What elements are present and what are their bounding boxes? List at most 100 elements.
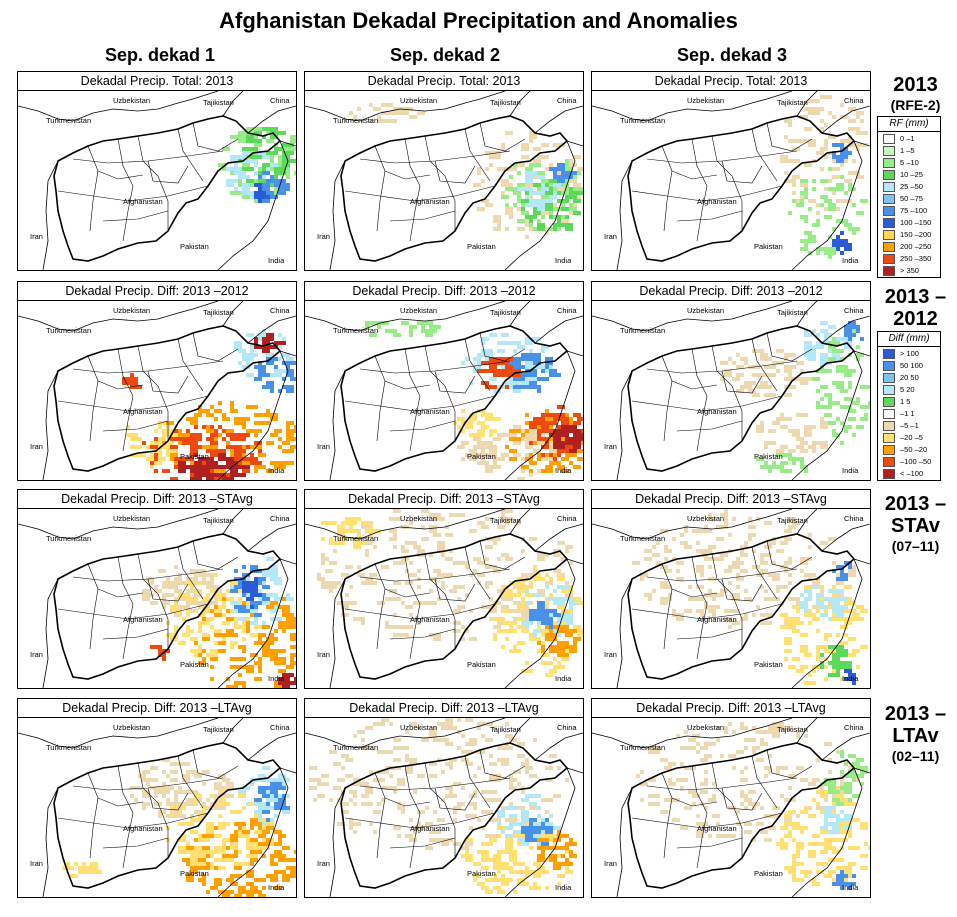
precip-cell	[210, 473, 218, 477]
precip-cell	[278, 389, 282, 393]
precip-cell	[194, 577, 198, 581]
precip-cell	[417, 621, 421, 625]
precip-cell	[242, 183, 250, 187]
precip-cell	[525, 191, 529, 195]
precip-cell	[206, 593, 210, 597]
precip-cell	[549, 199, 553, 203]
precip-cell	[529, 870, 537, 874]
precip-cell	[497, 525, 505, 529]
precip-cell	[557, 573, 561, 577]
precip-cell	[186, 605, 190, 609]
precip-cell	[453, 609, 461, 613]
precip-cell	[178, 838, 186, 842]
precip-cell	[294, 625, 296, 629]
precip-cell	[290, 657, 294, 661]
precip-cell	[545, 203, 549, 207]
precip-cell	[848, 677, 856, 681]
map-label-afghanistan: Afghanistan	[410, 407, 450, 416]
precip-cell	[824, 609, 828, 613]
precip-cell	[660, 601, 668, 605]
precip-cell	[206, 473, 210, 477]
map-label-tajikistan: Tajikistan	[490, 98, 521, 107]
precip-cell	[549, 597, 557, 601]
precip-cell	[286, 433, 294, 437]
precip-cell	[557, 621, 561, 625]
precip-cell	[238, 445, 242, 449]
precip-cell	[170, 778, 174, 782]
precip-cell	[282, 878, 290, 882]
precip-cell	[808, 673, 812, 677]
precip-cell	[333, 521, 337, 525]
precip-cell	[537, 617, 545, 621]
precip-cell	[565, 589, 569, 593]
precip-cell	[776, 585, 784, 589]
precip-cell	[557, 597, 565, 601]
precip-cell	[425, 333, 433, 337]
precip-cell	[517, 641, 525, 645]
precip-cell	[852, 569, 856, 573]
precip-cell	[238, 361, 242, 365]
precip-cell	[246, 445, 250, 449]
precip-cell	[764, 553, 772, 557]
precip-cell	[732, 593, 740, 597]
precip-cell	[784, 641, 788, 645]
precip-cell	[557, 445, 561, 449]
precip-cell	[274, 605, 278, 609]
precip-cell	[266, 806, 274, 810]
precip-cell	[389, 111, 397, 115]
precip-cell	[365, 321, 369, 325]
precip-cell	[429, 730, 437, 734]
precip-cell	[517, 870, 525, 874]
precip-cell	[533, 417, 541, 421]
precip-cell	[329, 569, 333, 573]
precip-cell	[218, 774, 226, 778]
precip-cell	[848, 107, 856, 111]
precip-cell	[557, 449, 565, 453]
precip-cell	[501, 882, 509, 886]
precip-cell	[525, 818, 529, 822]
precip-cell	[242, 433, 250, 437]
precip-cell	[266, 361, 274, 365]
map-label-india: India	[555, 256, 572, 265]
precip-cell	[557, 175, 565, 179]
precip-cell	[660, 585, 664, 589]
precip-cell	[796, 669, 804, 673]
precip-cell	[784, 353, 792, 357]
precip-cell	[134, 798, 138, 802]
province-border	[177, 755, 204, 809]
afghanistan-border	[53, 742, 282, 889]
precip-cell	[493, 886, 501, 890]
precip-cell	[262, 171, 270, 175]
precip-cell	[533, 163, 541, 167]
precip-cell	[545, 613, 549, 617]
precip-cell	[736, 573, 740, 577]
precip-cell	[270, 433, 278, 437]
precip-cell	[545, 818, 549, 822]
precip-cell	[357, 822, 361, 826]
country-border	[853, 558, 870, 565]
precip-cell	[186, 589, 194, 593]
precip-cell	[668, 597, 672, 601]
precip-cell	[417, 826, 425, 830]
precip-cell	[656, 541, 660, 545]
precip-cell	[437, 541, 445, 545]
precip-cell	[309, 786, 317, 790]
precip-cell	[533, 882, 537, 886]
precip-cell	[832, 115, 836, 119]
precip-cell	[792, 353, 796, 357]
precip-cell	[270, 854, 278, 858]
precip-cell	[270, 842, 274, 846]
map-label-china: China	[270, 96, 290, 105]
precip-cell	[768, 469, 772, 473]
precip-cell	[186, 613, 190, 617]
precip-cell	[780, 425, 788, 429]
precip-cell	[270, 617, 278, 621]
map-label-afghanistan: Afghanistan	[123, 824, 163, 833]
map-label-china: China	[557, 514, 577, 523]
precip-cell	[784, 453, 792, 457]
precip-cell	[792, 665, 796, 669]
precip-cell	[784, 585, 788, 589]
precip-cell	[856, 425, 864, 429]
precip-cell	[485, 557, 489, 561]
precip-cell	[230, 581, 238, 585]
